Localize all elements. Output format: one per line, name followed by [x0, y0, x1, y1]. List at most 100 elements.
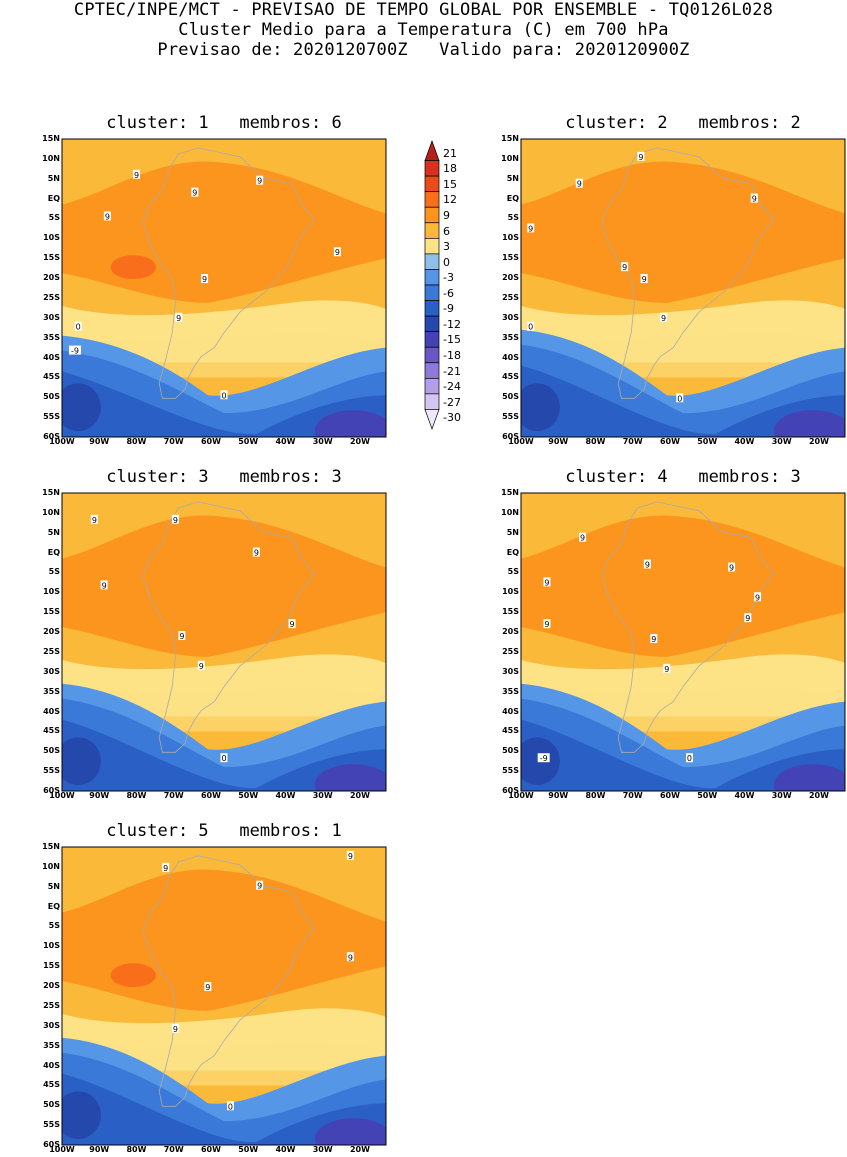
y-tick-label: 50S — [43, 746, 60, 756]
y-tick-label: 45S — [43, 726, 60, 736]
y-tick-label: 20S — [502, 627, 519, 637]
colorbar-label: 15 — [443, 177, 457, 191]
y-tick-label: 10N — [42, 861, 60, 871]
x-tick-label: 20W — [808, 437, 829, 446]
colorbar-label: -12 — [443, 317, 461, 331]
contour-label: 9 — [163, 864, 168, 873]
contour-label: 9 — [745, 614, 750, 623]
contour-label-box — [171, 514, 179, 524]
y-tick-label: 30S — [43, 666, 60, 676]
x-tick-label: 100W — [508, 791, 534, 800]
contour-label-box — [754, 592, 762, 602]
contour-label-box — [744, 613, 752, 623]
y-tick-label: 40S — [43, 1060, 60, 1070]
panel-field — [62, 493, 386, 791]
y-tick-label: 15S — [43, 253, 60, 263]
field-minus15to12 — [314, 410, 386, 437]
contour-label: 0 — [528, 323, 533, 332]
contour-label: 9 — [257, 882, 262, 891]
x-tick-label: 40W — [734, 437, 755, 446]
y-tick-label: EQ — [47, 901, 60, 911]
field-minus15to12 — [314, 1118, 386, 1145]
y-tick-label: 5N — [506, 527, 519, 537]
contour-label: 9 — [544, 620, 549, 629]
colorbar-swatch — [424, 139, 440, 161]
y-tick-label: 35S — [43, 1040, 60, 1050]
contour-label-box — [728, 562, 736, 572]
header-line-1: CPTEC/INPE/MCT - PREVISAO DE TEMPO GLOBA… — [73, 0, 774, 20]
x-tick-label: 70W — [163, 1145, 184, 1154]
x-tick-label: 60W — [200, 437, 221, 446]
contour-label-box — [643, 559, 651, 569]
y-tick-label: 25S — [43, 646, 60, 656]
x-tick-label: 90W — [89, 791, 110, 800]
field-minus9to6 — [62, 371, 386, 437]
contour-label: 9 — [622, 263, 627, 272]
contour-label: 9 — [199, 662, 204, 671]
x-tick-label: 80W — [585, 791, 606, 800]
y-tick-label: 30S — [502, 666, 519, 676]
panel-frame — [520, 138, 846, 438]
y-tick-label: 35S — [502, 686, 519, 696]
panel-field — [521, 493, 845, 791]
panel-title-5: cluster: 5 membros: 1 — [106, 821, 342, 841]
y-tick-label: 15S — [502, 607, 519, 617]
contour-label-box — [133, 169, 141, 179]
field-9to12 — [521, 161, 845, 303]
contour-label-box — [750, 193, 758, 203]
colorbar-swatch — [424, 206, 440, 224]
colorbar-label: 12 — [443, 193, 457, 207]
contour-label: 0 — [228, 1102, 233, 1111]
colorbar-svg — [424, 139, 440, 431]
y-tick-label: 55S — [43, 766, 60, 776]
y-tick-label: 10S — [502, 233, 519, 243]
contour-label: 9 — [205, 983, 210, 992]
contour-label: 9 — [528, 224, 533, 233]
x-tick-label: 20W — [349, 1145, 370, 1154]
colorbar-label: 0 — [443, 255, 450, 269]
y-tick-label: 5N — [47, 881, 60, 891]
colorbar-swatch — [424, 191, 440, 208]
field-minus12to9 — [62, 1091, 101, 1140]
colorbar-label: 18 — [443, 162, 457, 176]
field-minus9to6 — [521, 365, 845, 437]
x-tick-label: 50W — [697, 437, 718, 446]
panel-1: 9 9 9 9 9 9 9 0 0 -9 — [61, 138, 387, 438]
y-tick-label: 20S — [43, 627, 60, 637]
y-tick-label: 40S — [43, 352, 60, 362]
y-tick-label: 15N — [501, 134, 519, 143]
contour-label: 9 — [134, 171, 139, 180]
contour-label: 9 — [173, 516, 178, 525]
y-tick-label: EQ — [47, 547, 60, 557]
contour-label: 9 — [752, 195, 757, 204]
contour-label-box — [68, 345, 81, 355]
contour-label: 9 — [257, 177, 262, 186]
y-tick-label: 5S — [48, 921, 60, 931]
contour-label-box — [575, 178, 583, 188]
contour-label: 9 — [192, 189, 197, 198]
y-tick-label: 40S — [502, 352, 519, 362]
contour-label: 9 — [638, 153, 643, 162]
contour-label-box — [663, 663, 671, 673]
contour-label: 9 — [348, 852, 353, 861]
contour-label-box — [100, 580, 108, 590]
y-tick-label: EQ — [506, 547, 519, 557]
x-tick-label: 60W — [200, 791, 221, 800]
contour-label: 9 — [651, 635, 656, 644]
contour-label-box — [537, 753, 550, 763]
panel-3: 9 9 9 9 9 9 9 0 — [61, 492, 387, 792]
contour-label: 9 — [102, 581, 107, 590]
header-line-3: Previsao de: 2020120700Z Valido para: 20… — [157, 40, 690, 60]
panel-title-3: cluster: 3 membros: 3 — [106, 467, 342, 487]
contour-label: 9 — [289, 620, 294, 629]
contour-label: 9 — [179, 632, 184, 641]
x-tick-label: 20W — [349, 791, 370, 800]
y-tick-label: 35S — [502, 332, 519, 342]
x-tick-label: 40W — [734, 791, 755, 800]
colorbar-swatch — [424, 346, 440, 364]
contour-label-box — [74, 321, 82, 331]
panel-frame — [61, 138, 387, 438]
contour-label: 9 — [92, 516, 97, 525]
contour-label-box — [543, 619, 551, 629]
